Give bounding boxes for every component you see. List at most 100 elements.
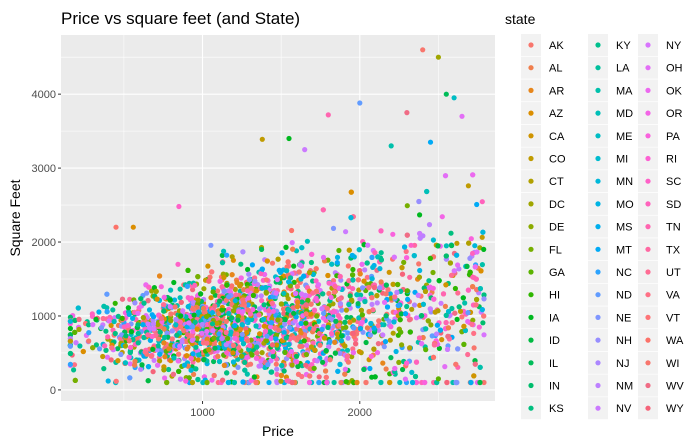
data-point — [177, 324, 184, 330]
data-point — [474, 201, 480, 208]
data-point — [291, 263, 297, 269]
data-point — [224, 370, 230, 376]
data-point — [324, 379, 330, 386]
data-point — [204, 379, 210, 386]
data-point — [410, 379, 416, 386]
data-point — [239, 336, 245, 342]
data-point — [337, 350, 343, 356]
legend-key-point — [595, 155, 601, 162]
data-point — [345, 359, 351, 365]
data-point — [98, 325, 105, 331]
legend-key-point — [645, 337, 651, 343]
data-point — [208, 242, 214, 248]
legend-key-point — [528, 110, 534, 116]
data-point — [249, 262, 255, 268]
data-point — [443, 320, 449, 326]
data-point — [151, 314, 157, 320]
data-point — [451, 95, 457, 101]
data-point — [335, 313, 341, 319]
data-point — [426, 278, 432, 284]
data-point — [102, 343, 108, 349]
data-point — [307, 373, 313, 379]
data-point — [427, 139, 434, 145]
data-point — [174, 332, 180, 338]
data-point — [268, 320, 275, 326]
data-point — [147, 325, 153, 331]
legend-key-point — [528, 42, 534, 48]
data-point — [263, 289, 269, 295]
data-point — [324, 306, 330, 312]
data-point — [338, 338, 345, 344]
data-point — [168, 311, 174, 317]
legend-label: MN — [616, 176, 633, 188]
data-point — [470, 284, 476, 290]
data-point — [334, 254, 341, 260]
legend-key-point — [528, 405, 534, 411]
data-point — [208, 295, 214, 301]
data-point — [206, 347, 212, 353]
data-point — [331, 309, 337, 315]
legend-label: AR — [549, 85, 564, 97]
legend-label: IL — [549, 358, 558, 370]
data-point — [430, 269, 436, 276]
data-point — [135, 330, 141, 337]
data-point — [104, 309, 110, 315]
y-tick-label: 4000 — [32, 89, 56, 101]
y-tick-label: 0 — [50, 385, 56, 397]
data-point — [327, 357, 333, 363]
data-point — [161, 308, 167, 314]
data-point — [303, 320, 309, 326]
data-point — [299, 245, 305, 251]
data-point — [101, 303, 107, 309]
data-point — [332, 339, 338, 345]
data-point — [289, 271, 295, 277]
legend-key-point — [645, 201, 651, 207]
data-point — [342, 366, 348, 372]
data-point — [293, 290, 299, 297]
data-point — [90, 345, 96, 351]
data-point — [404, 288, 410, 294]
data-point — [190, 328, 196, 335]
data-point — [246, 277, 253, 283]
data-point — [399, 265, 405, 271]
data-point — [217, 298, 223, 304]
data-point — [274, 342, 280, 348]
legend-label: NH — [616, 335, 632, 347]
data-point — [412, 289, 418, 295]
legend-label: KS — [549, 403, 564, 415]
data-point — [72, 377, 78, 383]
data-point — [224, 252, 230, 258]
legend-key-point — [595, 382, 601, 389]
data-point — [244, 288, 251, 294]
data-point — [303, 362, 309, 368]
data-point — [157, 351, 163, 357]
data-point — [465, 287, 471, 293]
data-point — [186, 320, 192, 326]
data-point — [383, 366, 389, 372]
data-point — [178, 299, 184, 305]
data-point — [162, 334, 168, 340]
data-point — [181, 328, 187, 334]
data-point — [420, 47, 426, 53]
legend-items: AK AL AR AZ CA CO CT DC DE FL GA HI IA ID IL IN KS KY LA MA… — [521, 34, 684, 420]
legend-key-point — [645, 405, 651, 411]
data-point — [380, 360, 386, 366]
data-point — [465, 351, 471, 358]
data-point — [155, 343, 161, 349]
data-point — [308, 344, 315, 350]
data-point — [86, 322, 92, 328]
data-point — [402, 311, 409, 317]
legend-title: state — [505, 11, 536, 27]
data-point — [377, 266, 383, 272]
data-point — [442, 173, 449, 179]
data-point — [104, 354, 110, 360]
data-point — [320, 315, 326, 321]
data-point — [291, 310, 297, 316]
legend-label: MO — [616, 199, 634, 211]
data-point — [258, 363, 264, 369]
legend-label: WI — [666, 358, 679, 370]
data-point — [452, 285, 458, 292]
legend-label: DC — [549, 199, 565, 211]
data-point — [443, 243, 449, 249]
data-point — [366, 284, 372, 291]
